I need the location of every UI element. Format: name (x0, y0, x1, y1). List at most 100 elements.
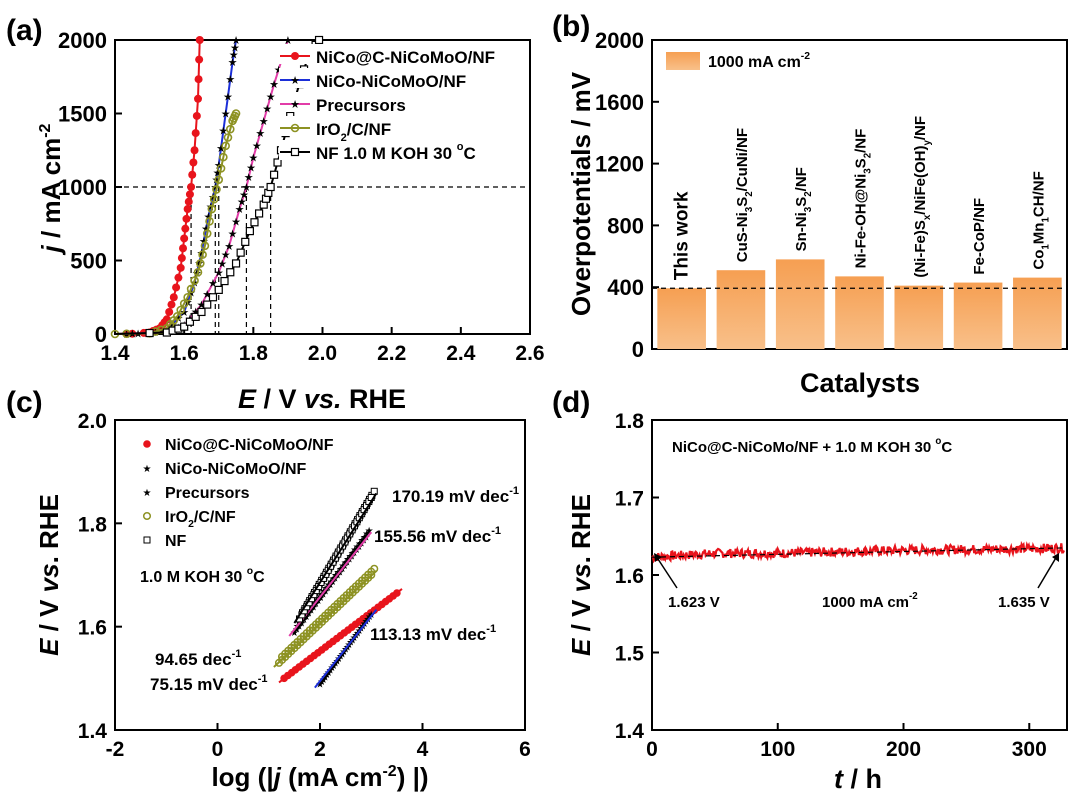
a-data-point (274, 159, 281, 166)
c-legend-marker (143, 440, 151, 448)
a-data-point (233, 260, 240, 267)
c-annotation: 1.0 M KOH 30 oC (140, 566, 265, 586)
a-data-point (195, 56, 203, 64)
b-legend-label: 1000 mA cm-2 (708, 51, 810, 71)
c-tafel-label-0: 75.15 mV dec-1 (150, 673, 268, 694)
a-data-point (192, 129, 200, 137)
a-xtick-label: 2.4 (446, 342, 476, 365)
b-category-label-1: CuS-Ni3S2/CuNi/NF (734, 128, 755, 262)
a-legend-label-2: Precursors (316, 96, 406, 115)
a-data-point (167, 301, 175, 309)
a-ytick-label: 2000 (58, 28, 107, 53)
a-data-point: ★ (255, 128, 265, 140)
b-bar-0 (657, 288, 706, 349)
panel-d-frame (652, 420, 1067, 730)
c-ytick-label: 1.4 (78, 720, 108, 743)
panel-label-b: (b) (552, 10, 590, 43)
d-annotation-title: NiCo@C-NiCoMo/NF + 1.0 M KOH 30 oC (672, 436, 952, 456)
c-xtick-label: 2 (314, 738, 326, 761)
d-ytick-label: 1.5 (615, 643, 645, 666)
panel-d-xlabel: t / h (834, 764, 882, 794)
a-ytick-label: 1500 (58, 102, 107, 127)
b-ytick-label: 1600 (595, 90, 644, 115)
a-data-point (188, 171, 196, 179)
a-data-point (196, 36, 204, 44)
c-legend-label-3: IrO2/C/NF (165, 509, 236, 530)
a-data-point (184, 205, 192, 213)
a-legend-label-1: NiCo-NiCoMoO/NF (316, 72, 466, 91)
a-data-point: ★ (262, 104, 272, 116)
c-xtick-label: 4 (417, 738, 429, 761)
panel-c: (c) 1.41.61.82.0 -2 0 2 4 6 ★★★★★★★★★★★★★★★★… (6, 386, 531, 792)
a-data-point (267, 184, 274, 191)
a-legend-label-4: NF 1.0 M KOH 30 oC (316, 141, 476, 163)
c-legend-marker: ★ (143, 488, 152, 499)
d-annotation-end: 1.635 V (998, 594, 1050, 611)
panel-b: (b) 0 400 800 1200 1600 2000 This work CuS-Ni3… (552, 10, 1067, 398)
a-data-point (170, 293, 178, 301)
a-data-point (189, 159, 197, 167)
c-legend-label-0: NiCo@C-NiCoMoO/NF (165, 437, 334, 454)
a-legend-marker: ★ (290, 99, 300, 111)
a-data-point (177, 264, 185, 272)
a-xtick-label: 1.8 (239, 342, 269, 365)
a-data-point: ★ (224, 241, 234, 253)
panel-label-d: (d) (552, 386, 590, 419)
c-xtick-label: -2 (106, 738, 125, 761)
d-ytick-label: 1.4 (615, 720, 645, 743)
a-data-point (242, 238, 249, 245)
a-data-point (185, 198, 193, 206)
panel-c-ylabel: E / V vs. RHE (34, 494, 64, 656)
d-annotation-current: 1000 mA cm-2 (822, 591, 918, 611)
panel-label-a: (a) (6, 14, 43, 47)
a-legend-label-0: NiCo@C-NiCoMoO/NF (316, 48, 495, 67)
a-data-point: ★ (228, 229, 238, 241)
a-series-1: ★★★★★★★★★★★★★★★★★★★★★★★★★★★★★★★★★ (115, 35, 241, 341)
a-legend-label-3: IrO2/C/NF (316, 120, 391, 144)
a-data-point: ★ (225, 74, 235, 86)
d-stability-trace (652, 543, 1064, 560)
panel-b-ylabel: Overpotentials / mV (566, 71, 596, 316)
c-ytick-label: 2.0 (78, 410, 107, 433)
a-data-point (180, 234, 188, 242)
a-data-point (187, 183, 195, 191)
a-data-point (172, 283, 180, 291)
b-ytick-label: 0 (632, 337, 644, 362)
a-data-point: ★ (269, 79, 279, 91)
d-arrowhead-right (1052, 553, 1059, 562)
a-data-point (246, 228, 253, 235)
b-ytick-label: 1200 (595, 152, 644, 177)
a-data-point (198, 308, 205, 315)
b-category-label-4: (Ni-Fe)Sx/NiFe(OH)y/NF (912, 116, 933, 278)
b-category-label-2: Sn-Ni3S2/NF (793, 167, 814, 251)
a-data-point (271, 171, 278, 178)
b-category-label-5: Fe-CoP/NF (971, 198, 988, 275)
panel-a-xlabel: E / V vs. RHE (238, 384, 406, 414)
d-ytick-label: 1.7 (615, 488, 644, 511)
c-legend-label-1: NiCo-NiCoMoO/NF (165, 461, 307, 478)
b-bar-6 (1013, 278, 1062, 349)
a-xtick-label: 2.2 (377, 342, 406, 365)
b-bar-3 (835, 276, 884, 349)
panel-d: (d) 1.4 1.5 1.6 1.7 1.8 0 100 200 300 NiCo@C-Ni… (552, 386, 1067, 794)
c-series-4 (294, 488, 377, 623)
b-bar-1 (717, 270, 766, 349)
a-legend-marker: ★ (290, 75, 300, 87)
a-series-2: ★★★★★★★★★★★★★★★★★★★★★★★★★★★★★★★★★ (115, 35, 293, 341)
panel-a: (a) 0 500 1000 1500 2000 1.4 1.6 1.8 2.0 2.2 2.4 2… (6, 14, 545, 414)
a-data-point (165, 308, 173, 316)
c-legend-label-4: NF (165, 533, 187, 550)
d-arrow-right (1038, 556, 1057, 588)
a-data-point (227, 269, 234, 276)
a-data-point (174, 274, 182, 282)
c-tafel-label-3: 94.65 dec-1 (155, 648, 241, 669)
a-data-point (316, 37, 323, 44)
a-data-point: ★ (259, 116, 269, 128)
b-category-label-0: This work (672, 191, 693, 280)
d-xtick-label: 100 (760, 738, 795, 761)
a-data-point (195, 75, 203, 83)
a-data-point: ★ (248, 153, 258, 165)
a-xtick-label: 1.6 (170, 342, 199, 365)
c-tafel-label-2: 155.56 mV dec-1 (374, 525, 501, 546)
b-category-label-3: Ni-Fe-OH@Ni3S2/NF (853, 129, 874, 269)
